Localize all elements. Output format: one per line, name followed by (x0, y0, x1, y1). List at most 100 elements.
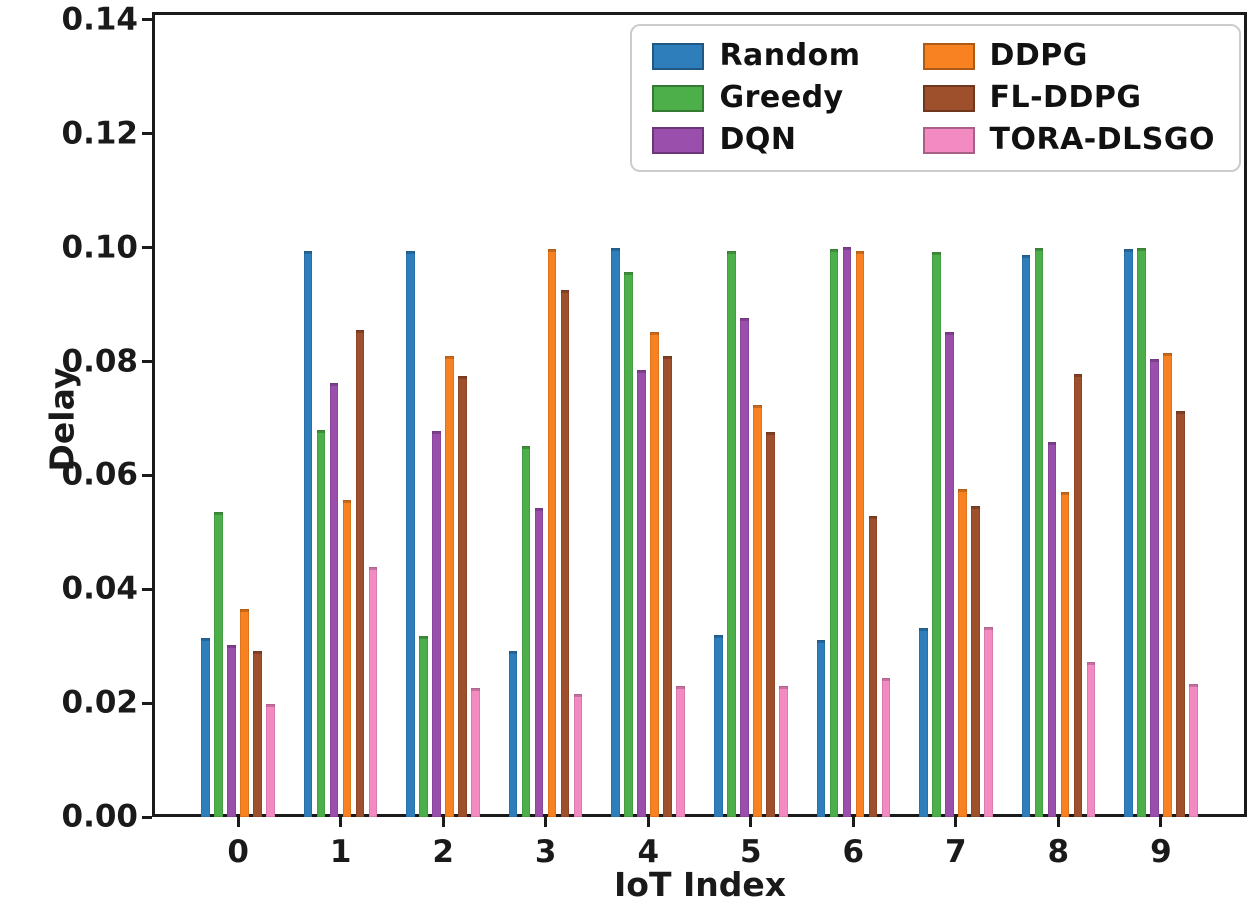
x-tick (1159, 817, 1163, 827)
legend-swatch-ddpg (922, 42, 975, 70)
legend-label: DQN (719, 122, 797, 157)
y-tick-label: 0.00 (61, 798, 139, 835)
legend-label: Greedy (719, 80, 844, 115)
x-tick-label: 9 (1150, 834, 1172, 870)
x-tick (954, 817, 958, 827)
legend-item-fl-ddpg: FL-DDPG (922, 80, 1216, 115)
bar-tora-dlsgo-1 (368, 566, 378, 817)
y-tick-label: 0.10 (61, 229, 139, 266)
bar-tora-dlsgo-4 (676, 686, 685, 817)
bar-fl-ddpg-5 (766, 431, 775, 817)
y-tick-label: 0.02 (61, 684, 139, 721)
x-tick-label: 4 (637, 834, 660, 870)
y-tick-label: 0.04 (61, 570, 139, 607)
y-axis-label: Delay (42, 367, 82, 472)
bar-tora-dlsgo-6 (881, 677, 891, 817)
bar-greedy-6 (829, 249, 839, 817)
x-tick (544, 817, 548, 827)
bar-tora-dlsgo-9 (1189, 684, 1198, 817)
y-tick-label: 0.08 (61, 343, 139, 380)
bar-ddpg-5 (753, 405, 762, 817)
bar-dqn-9 (1150, 358, 1159, 817)
bar-ddpg-8 (1060, 491, 1070, 817)
bar-fl-ddpg-1 (355, 330, 365, 817)
bar-tora-dlsgo-7 (984, 626, 993, 817)
bar-random-4 (611, 248, 620, 817)
legend-item-greedy: Greedy (652, 83, 860, 113)
x-tick-label: 2 (432, 834, 454, 870)
bar-greedy-8 (1034, 248, 1044, 817)
y-tick (142, 132, 152, 136)
bar-tora-dlsgo-8 (1086, 662, 1096, 817)
x-axis-label: IoT Index (613, 865, 787, 904)
bar-ddpg-7 (958, 488, 967, 817)
bar-random-1 (303, 250, 313, 817)
bar-greedy-9 (1137, 247, 1146, 817)
legend-label: FL-DDPG (989, 80, 1142, 115)
x-tick (851, 817, 855, 827)
y-tick-label: 0.06 (61, 456, 139, 493)
bar-tora-dlsgo-0 (266, 703, 275, 817)
legend-item-random: Random (652, 41, 860, 71)
bar-fl-ddpg-6 (868, 516, 878, 817)
y-tick (142, 18, 152, 22)
bar-dqn-3 (534, 508, 544, 817)
bar-ddpg-1 (342, 499, 352, 817)
y-tick (142, 815, 152, 819)
bar-fl-ddpg-2 (458, 375, 467, 817)
legend-swatch-random (652, 42, 705, 70)
x-tick-label: 5 (739, 834, 762, 870)
x-tick-label: 1 (329, 834, 352, 870)
x-tick (749, 817, 753, 827)
bar-random-3 (508, 650, 518, 817)
legend-label: Random (719, 38, 861, 73)
bar-dqn-6 (842, 246, 852, 817)
bar-fl-ddpg-4 (663, 355, 672, 817)
bar-fl-ddpg-3 (560, 290, 570, 817)
x-tick (339, 817, 343, 827)
y-tick (142, 473, 152, 477)
bar-greedy-3 (521, 445, 531, 817)
y-tick (142, 246, 152, 250)
y-tick-label: 0.14 (61, 1, 139, 38)
bar-tora-dlsgo-3 (573, 694, 583, 817)
legend-label: DDPG (989, 38, 1088, 73)
y-tick-label: 0.12 (61, 115, 139, 152)
legend-item-tora-dlsgo: TORA-DLSGO (922, 125, 1216, 155)
x-tick-label: 6 (842, 834, 865, 870)
bar-random-7 (919, 627, 928, 817)
bar-ddpg-3 (547, 249, 557, 817)
bar-dqn-7 (945, 331, 954, 817)
bar-fl-ddpg-7 (971, 506, 980, 817)
bar-fl-ddpg-8 (1073, 374, 1083, 817)
bar-greedy-0 (214, 512, 223, 817)
y-tick (142, 360, 152, 364)
bar-ddpg-0 (240, 608, 249, 817)
legend-item-ddpg: DDPG (922, 38, 1216, 73)
x-tick (646, 817, 650, 827)
chart-legend: Random Greedy DQN DDPG FL-DDPG TORA-DLSGO (630, 24, 1241, 172)
bar-dqn-4 (637, 370, 646, 817)
x-tick (1056, 817, 1060, 827)
y-tick (142, 587, 152, 591)
bar-ddpg-6 (855, 251, 865, 817)
x-tick-label: 3 (534, 834, 557, 870)
x-tick-label: 0 (227, 834, 249, 870)
legend-swatch-tora-dlsgo (922, 126, 975, 154)
legend-item-dqn: DQN (652, 125, 860, 155)
bar-dqn-1 (329, 382, 339, 817)
bar-dqn-0 (227, 644, 236, 817)
bar-ddpg-9 (1163, 353, 1172, 817)
bar-random-6 (816, 639, 826, 817)
x-tick (236, 817, 240, 827)
bar-random-9 (1124, 249, 1133, 817)
bar-random-8 (1021, 254, 1031, 817)
legend-swatch-dqn (652, 126, 705, 154)
bar-random-0 (201, 637, 210, 817)
x-tick (441, 817, 445, 827)
bar-ddpg-4 (650, 331, 659, 817)
x-tick-label: 8 (1047, 834, 1070, 870)
bar-ddpg-2 (445, 355, 454, 817)
x-tick-label: 7 (945, 834, 967, 870)
